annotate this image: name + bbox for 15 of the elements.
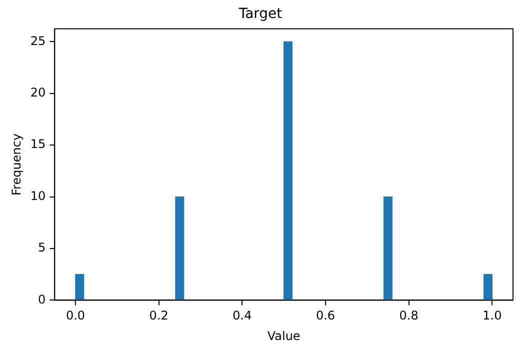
chart-title: Target [238,6,283,22]
x-tick-label: 1.0 [482,308,502,323]
x-tick-label: 0.0 [66,308,86,323]
y-tick-label: 10 [30,188,46,203]
y-axis-title: Frequency [9,134,24,196]
y-tick-label: 25 [30,34,46,48]
x-tick-label: 0.8 [399,308,418,323]
x-tick-label: 0.4 [232,308,252,323]
x-tick-label: 0.6 [316,308,336,323]
x-axis-title: Value [267,328,300,343]
x-tick-label: 0.2 [149,308,168,323]
y-tick-label: 0 [38,292,46,306]
y-tick-label: 5 [38,240,46,255]
y-tick-label: 20 [30,86,46,100]
y-tick-label: 15 [30,137,46,152]
